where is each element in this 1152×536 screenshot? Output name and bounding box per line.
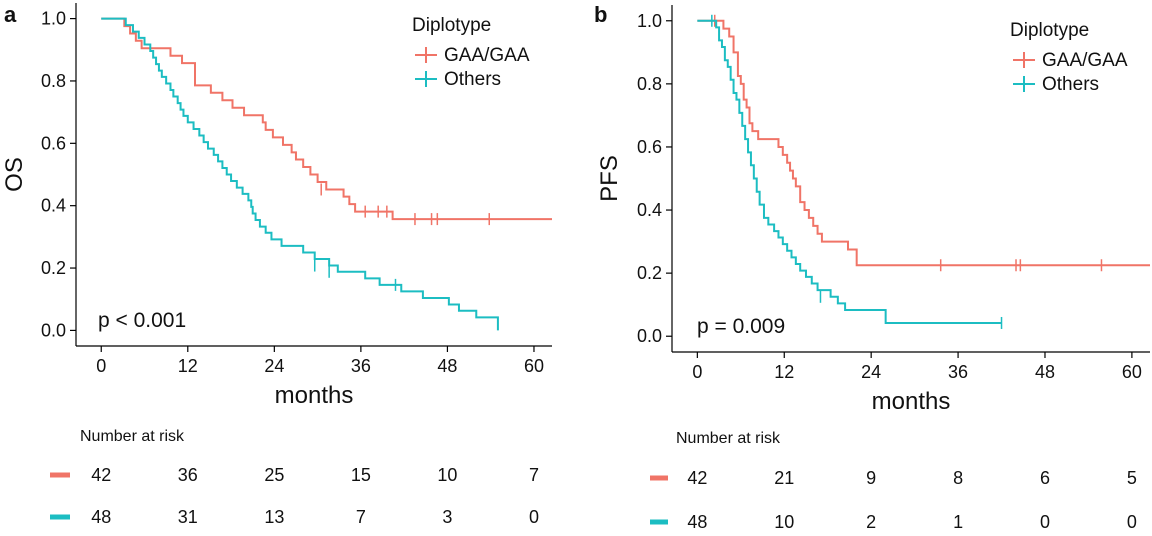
risk-count: 15 [351, 465, 371, 485]
risk-count: 7 [529, 465, 539, 485]
km-curve-gaa [697, 19, 1150, 267]
km-curve-gaa [101, 17, 552, 221]
y-tick-label: 0.4 [637, 200, 662, 220]
km-panel-a: a 0.0 0.2 0.4 0.6 0.8 1.0 0 12 24 36 48 60 months OS Di… [1, 2, 552, 527]
y-tick-label: 0.6 [637, 137, 662, 157]
risk-count: 1 [953, 512, 963, 532]
risk-count: 31 [178, 507, 198, 527]
x-axis-title: months [275, 382, 354, 409]
y-tick-label: 1.0 [41, 9, 66, 29]
x-tick-label: 12 [774, 362, 794, 382]
risk-count: 48 [91, 507, 111, 527]
y-axis-title: OS [1, 157, 28, 192]
risk-count: 8 [953, 468, 963, 488]
risk-count: 7 [356, 507, 366, 527]
x-axis-title: months [872, 388, 951, 415]
y-tick-label: 0.0 [41, 320, 66, 340]
risk-count: 13 [264, 507, 284, 527]
km-panel-b: b0.00.20.40.60.81.00 12 24 36 48 60monthsPFSD… [594, 2, 1150, 532]
risk-count: 36 [178, 465, 198, 485]
y-tick-label: 0.2 [41, 258, 66, 278]
legend-label: Others [1042, 74, 1099, 95]
risk-count: 21 [774, 468, 794, 488]
legend-label: GAA/GAA [1042, 50, 1128, 71]
risk-count: 48 [687, 512, 707, 532]
y-axis-title: PFS [596, 155, 623, 202]
risk-count: 10 [437, 465, 457, 485]
legend: Diplotype GAA/GAA Others [1010, 20, 1128, 95]
risk-table: Number at risk 42 36 25 15 10 7 48 31 13 7 3 0 [50, 428, 539, 527]
x-tick-label: 36 [948, 362, 968, 382]
risk-count: 0 [529, 507, 539, 527]
x-tick-label: 24 [861, 362, 881, 382]
y-tick-label: 0.8 [41, 71, 66, 91]
km-curve-others [101, 17, 499, 331]
legend-label: Others [444, 69, 501, 90]
km-curve-others [697, 19, 1002, 324]
p-value: p < 0.001 [98, 309, 186, 332]
risk-count: 6 [1040, 468, 1050, 488]
risk-table-title: Number at risk [80, 428, 185, 445]
risk-count: 42 [687, 468, 707, 488]
risk-count: 0 [1127, 512, 1137, 532]
risk-count: 0 [1040, 512, 1050, 532]
panel-letter: a [4, 2, 17, 27]
x-tick-label: 60 [524, 356, 544, 376]
risk-table-title: Number at risk [676, 430, 781, 447]
y-tick-label: 0.2 [637, 263, 662, 283]
legend-label: GAA/GAA [444, 45, 530, 66]
legend-title: Diplotype [412, 15, 491, 36]
x-tick-label: 48 [1035, 362, 1055, 382]
y-tick-label: 1.0 [637, 11, 662, 31]
risk-count: 5 [1127, 468, 1137, 488]
y-tick-label: 0.0 [637, 326, 662, 346]
risk-count: 9 [866, 468, 876, 488]
x-tick-label: 60 [1122, 362, 1142, 382]
x-tick-label: 48 [437, 356, 457, 376]
p-value: p = 0.009 [697, 315, 785, 338]
x-tick-label: 0 [96, 356, 106, 376]
panel-letter: b [594, 2, 607, 27]
x-tick-label: 24 [264, 356, 284, 376]
x-tick-label: 12 [178, 356, 198, 376]
risk-count: 10 [774, 512, 794, 532]
y-tick-label: 0.8 [637, 74, 662, 94]
legend: Diplotype GAA/GAA Others [412, 15, 530, 90]
y-tick-label: 0.4 [41, 196, 66, 216]
risk-count: 42 [91, 465, 111, 485]
x-tick-label: 0 [692, 362, 702, 382]
risk-count: 2 [866, 512, 876, 532]
legend-title: Diplotype [1010, 20, 1089, 41]
risk-count: 25 [264, 465, 284, 485]
risk-count: 3 [442, 507, 452, 527]
x-tick-label: 36 [351, 356, 371, 376]
y-tick-label: 0.6 [41, 133, 66, 153]
